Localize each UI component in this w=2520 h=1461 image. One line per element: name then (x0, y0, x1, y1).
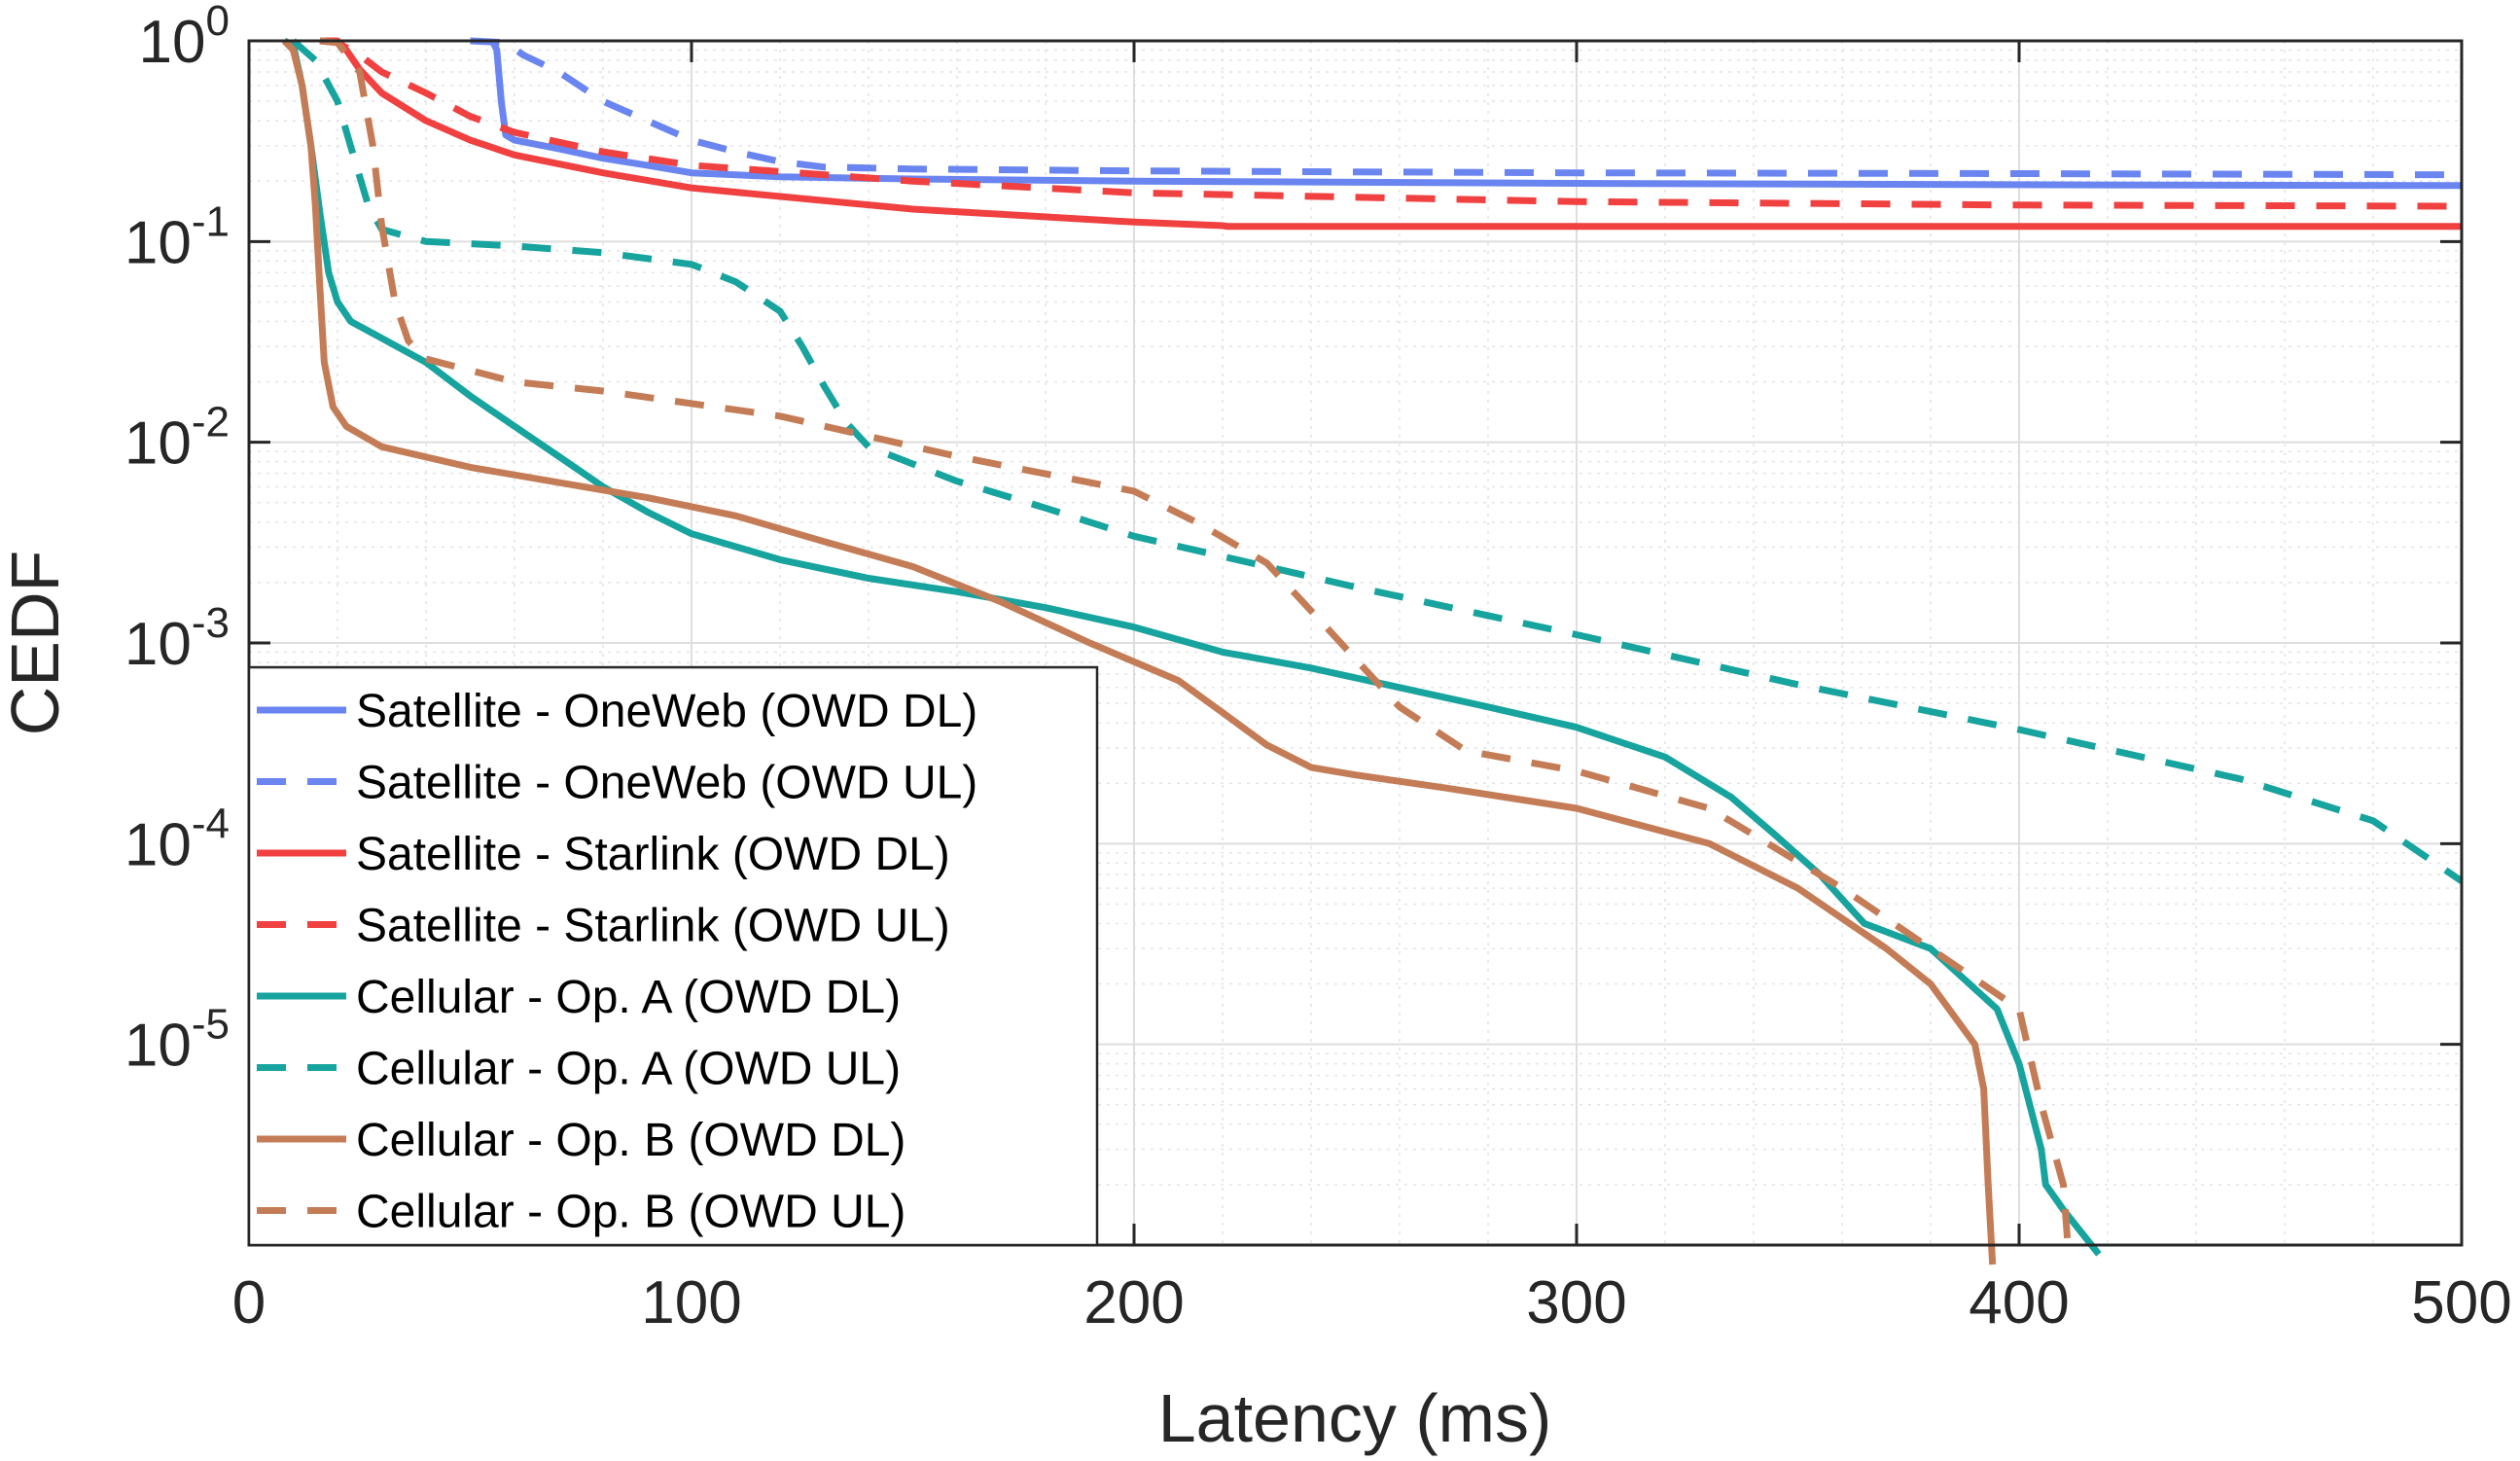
y-tick-label: 10-1 (124, 197, 230, 276)
series-line-8 (319, 37, 2072, 1246)
legend-label-3: Satellite - Starlink (OWD DL) (356, 829, 950, 880)
legend-label-7: Cellular - Op. B (OWD DL) (356, 1115, 905, 1166)
y-axis: 100 10-1 10-2 10-3 10-4 10-5 (124, 0, 2462, 1080)
x-tick-label: 0 (232, 1269, 266, 1336)
legend: Satellite - OneWeb (OWD DL) Satellite - O… (247, 665, 1099, 1247)
series-line-2 (470, 37, 2463, 179)
x-tick-label: 100 (641, 1269, 741, 1336)
series-line-7 (281, 38, 1997, 1265)
y-tick-label: 10-2 (124, 399, 230, 478)
y-tick-label: 10-5 (124, 1001, 230, 1080)
x-axis: 0 100 200 300 400 500 (232, 41, 2512, 1336)
legend-label-4: Satellite - Starlink (OWD UL) (356, 901, 950, 952)
legend-box (247, 665, 1099, 1247)
legend-label-5: Cellular - Op. A (OWD DL) (356, 972, 901, 1023)
legend-label-8: Cellular - Op. B (OWD UL) (356, 1187, 905, 1238)
x-tick-label: 300 (1526, 1269, 1626, 1336)
series-line-1 (489, 39, 2463, 190)
x-axis-title: Latency (ms) (1158, 1380, 1552, 1456)
series-line-4 (319, 37, 2463, 210)
y-tick-label: 10-4 (124, 800, 230, 878)
y-tick-label: 100 (139, 0, 230, 76)
legend-label-6: Cellular - Op. A (OWD UL) (356, 1044, 901, 1095)
series-line-3 (324, 37, 2462, 231)
y-tick-label: 10-3 (124, 599, 230, 678)
x-tick-label: 500 (2411, 1269, 2511, 1336)
series-layer (281, 37, 2464, 1265)
y-axis-title: CEDF (0, 551, 73, 736)
legend-label-2: Satellite - OneWeb (OWD UL) (356, 758, 977, 809)
x-tick-label: 200 (1083, 1269, 1184, 1336)
legend-label-1: Satellite - OneWeb (OWD DL) (356, 686, 977, 737)
x-tick-label: 400 (1969, 1269, 2069, 1336)
series-line-6 (291, 38, 2464, 884)
